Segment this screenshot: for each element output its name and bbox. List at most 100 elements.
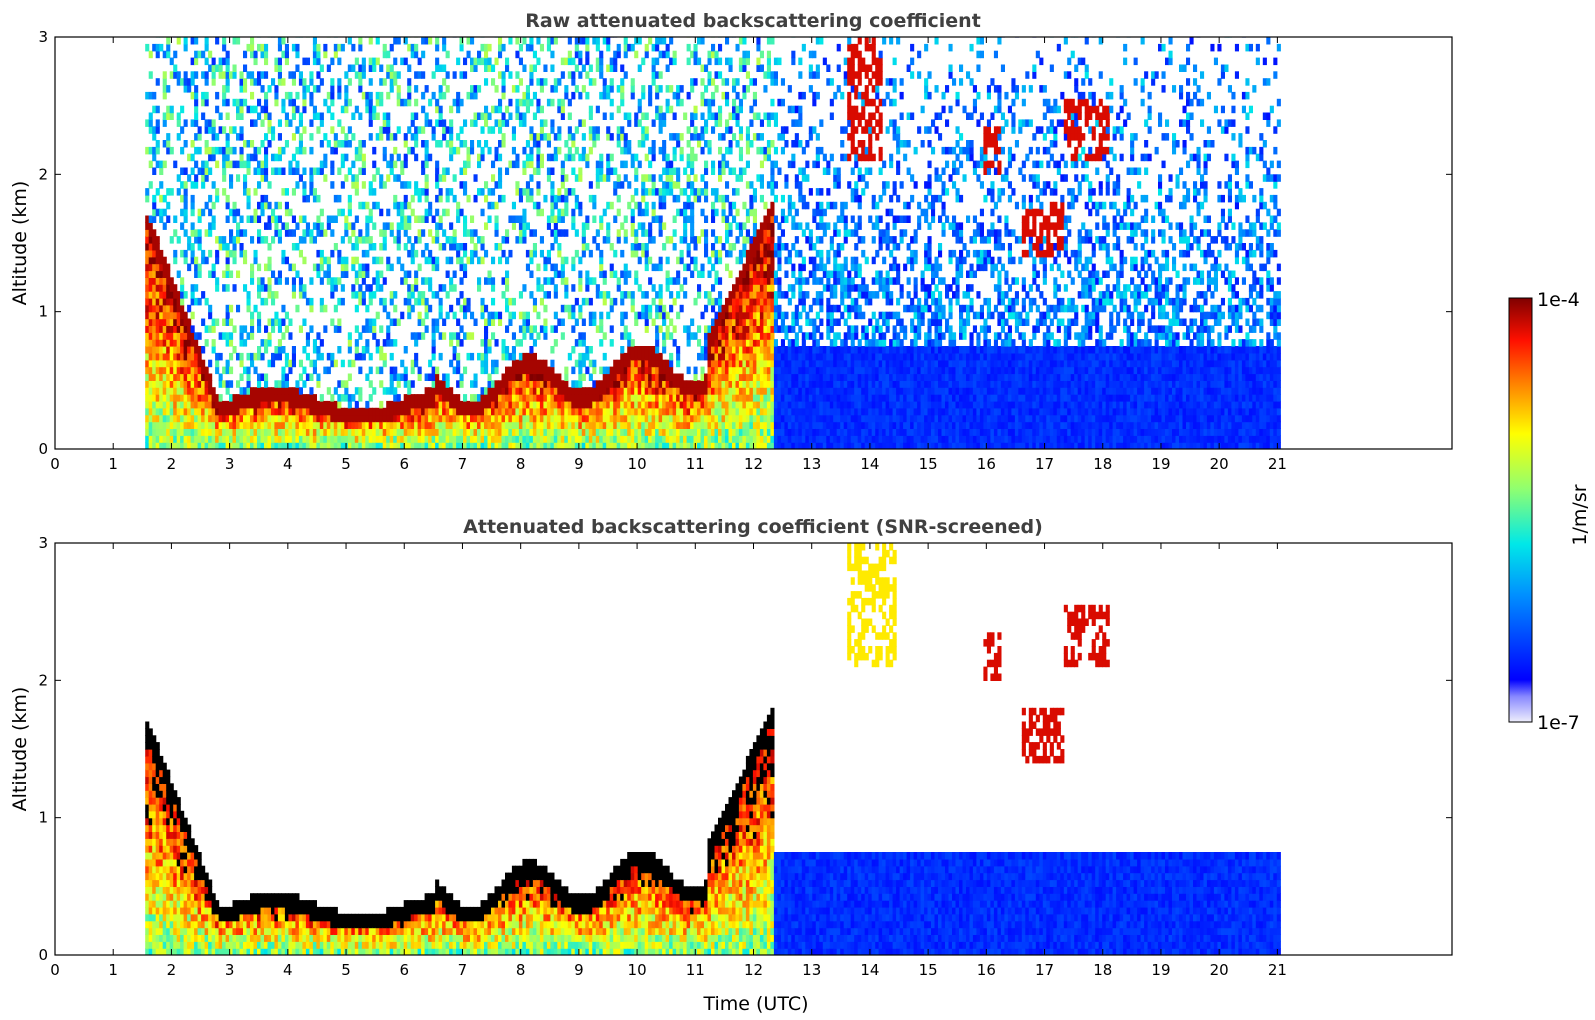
heatmap-cell — [264, 91, 269, 100]
heatmap-cell — [271, 428, 276, 436]
heatmap-cell — [567, 126, 572, 134]
heatmap-cell — [435, 167, 440, 175]
heatmap-cell — [567, 112, 572, 120]
heatmap-cell — [508, 215, 513, 223]
heatmap-cell — [473, 380, 478, 388]
heatmap-cell — [410, 194, 415, 203]
heatmap-cell — [215, 352, 220, 361]
heatmap-cell — [676, 311, 681, 320]
heatmap-cell — [550, 98, 555, 107]
heatmap-cell — [644, 373, 649, 381]
heatmap-cell — [676, 291, 681, 299]
heatmap-cell — [431, 352, 436, 361]
heatmap-cell — [735, 442, 740, 449]
heatmap-cell — [229, 407, 234, 416]
heatmap-cell — [588, 146, 593, 155]
heatmap-cell — [201, 359, 206, 368]
heatmap-cell — [414, 85, 419, 93]
heatmap-cell — [239, 153, 244, 162]
heatmap-cell — [553, 222, 558, 230]
heatmap-cell — [173, 229, 178, 237]
heatmap-cell — [707, 325, 712, 333]
heatmap-cell — [243, 428, 248, 436]
heatmap-cell — [644, 359, 649, 368]
heatmap-cell — [452, 311, 457, 320]
heatmap-cell — [389, 339, 394, 347]
heatmap-cell — [651, 153, 656, 162]
heatmap-cell — [641, 174, 646, 182]
heatmap-cell — [470, 236, 475, 244]
heatmap-cell — [204, 229, 209, 237]
heatmap-cell — [365, 421, 370, 429]
heatmap-cell — [274, 428, 279, 436]
heatmap-cell — [463, 394, 468, 402]
heatmap-cell — [253, 249, 258, 258]
heatmap-cell — [470, 421, 475, 429]
heatmap-cell — [477, 442, 482, 449]
heatmap-cell — [159, 366, 164, 375]
heatmap-cell — [725, 311, 730, 320]
heatmap-cell — [152, 194, 157, 203]
heatmap-cell — [665, 325, 670, 333]
heatmap-cell — [284, 119, 289, 127]
heatmap-cell — [665, 332, 670, 340]
heatmap-cell — [267, 414, 272, 423]
heatmap-cell — [372, 291, 377, 299]
heatmap-cell — [707, 394, 712, 402]
heatmap-cell — [152, 332, 157, 340]
heatmap-cell — [330, 352, 335, 361]
heatmap-cell — [609, 201, 614, 210]
heatmap-cell — [159, 332, 164, 340]
heatmap-cell — [316, 421, 321, 429]
heatmap-cell — [634, 153, 639, 162]
heatmap-cell — [229, 400, 234, 409]
heatmap-cell — [532, 428, 537, 436]
heatmap-cell — [162, 208, 167, 217]
heatmap-cell — [368, 297, 373, 306]
heatmap-cell — [148, 249, 153, 258]
heatmap-cell — [145, 421, 150, 429]
heatmap-cell — [480, 57, 485, 66]
heatmap-cell — [330, 428, 335, 436]
heatmap-cell — [277, 201, 282, 210]
heatmap-cell — [470, 37, 475, 45]
heatmap-cell — [616, 428, 621, 436]
heatmap-cell — [473, 119, 478, 127]
heatmap-cell — [354, 277, 359, 285]
heatmap-cell — [396, 201, 401, 210]
heatmap-cell — [560, 428, 565, 436]
heatmap-cell — [592, 407, 597, 416]
heatmap-cell — [704, 394, 709, 402]
heatmap-cell — [627, 394, 632, 402]
heatmap-cell — [560, 71, 565, 79]
heatmap-cell — [613, 249, 618, 258]
heatmap-cell — [190, 229, 195, 237]
heatmap-cell — [511, 380, 516, 388]
heatmap-cell — [627, 352, 632, 361]
heatmap-cell — [494, 428, 499, 436]
heatmap-cell — [449, 153, 454, 162]
heatmap-cell — [393, 407, 398, 416]
heatmap-cell — [382, 50, 387, 59]
heatmap-cell — [368, 325, 373, 333]
heatmap-cell — [515, 85, 520, 93]
heatmap-cell — [560, 112, 565, 120]
heatmap-cell — [152, 339, 157, 347]
heatmap-cell — [368, 133, 373, 141]
heatmap-cell — [417, 311, 422, 320]
heatmap-cell — [515, 37, 520, 45]
heatmap-cell — [592, 311, 597, 320]
heatmap-cell — [354, 188, 359, 196]
heatmap-cell — [267, 400, 272, 409]
heatmap-cell — [595, 181, 600, 189]
heatmap-cell — [166, 435, 171, 443]
heatmap-cell — [539, 126, 544, 134]
heatmap-cell — [215, 366, 220, 375]
heatmap-cell — [159, 352, 164, 361]
heatmap-cell — [522, 387, 527, 395]
heatmap-cell — [553, 421, 558, 429]
heatmap-cell — [274, 318, 279, 326]
heatmap-cell — [347, 414, 352, 423]
heatmap-cell — [686, 380, 691, 388]
heatmap-cell — [662, 222, 667, 230]
